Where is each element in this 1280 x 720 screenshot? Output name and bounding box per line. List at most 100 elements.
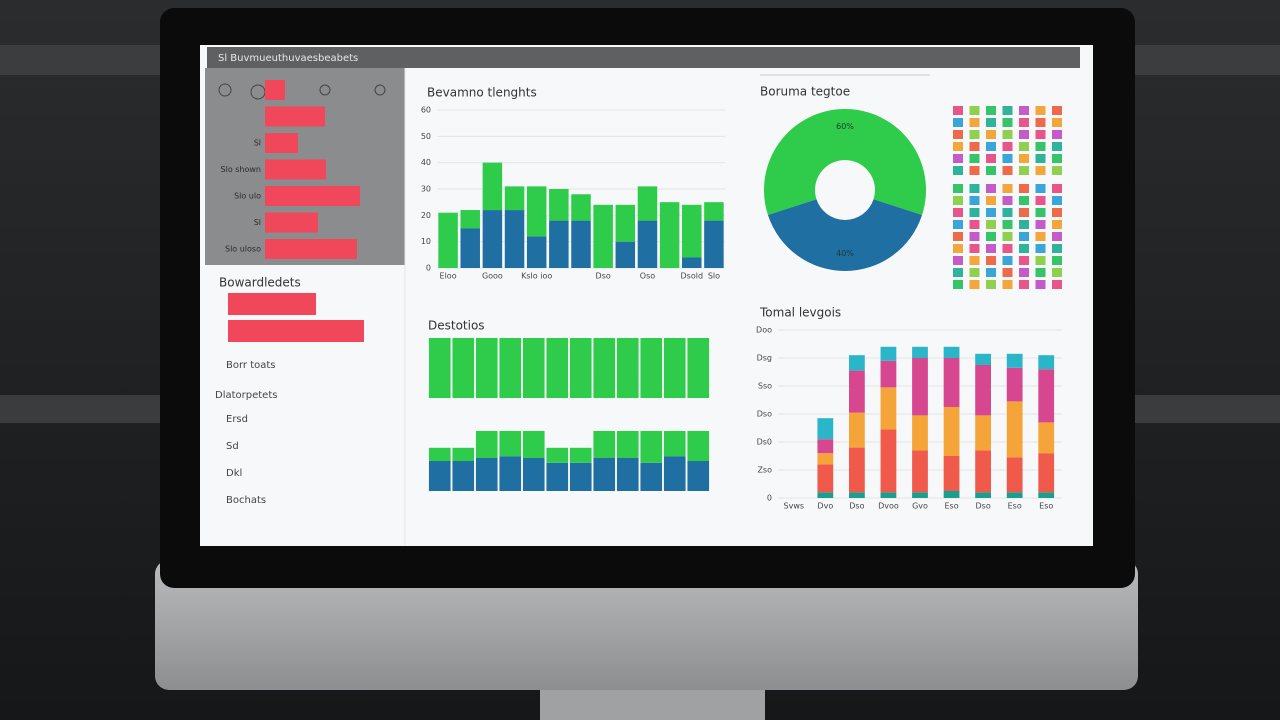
- bar-segment: [526, 186, 547, 237]
- bar-segment: [637, 186, 658, 221]
- x-tick-label: Svws: [784, 502, 805, 511]
- bar-segment: [616, 431, 639, 458]
- slice-label: 60%: [836, 122, 854, 131]
- bar-segment: [943, 491, 960, 498]
- heatmap-cell: [1002, 142, 1013, 151]
- top-bar: [207, 47, 1080, 68]
- bar-label: Slo uloso: [225, 245, 261, 254]
- bar-segment: [880, 492, 897, 498]
- bar-segment: [428, 338, 451, 398]
- app-title: Sl Buvmueuthuvaesbeabets: [218, 53, 358, 64]
- heatmap-cell: [1035, 184, 1046, 193]
- icon: [374, 84, 386, 96]
- heatmap-cell: [1002, 256, 1013, 265]
- sidebar-item: Ersd: [226, 414, 248, 425]
- heatmap-cell: [1035, 118, 1046, 127]
- bar-segment: [452, 447, 475, 461]
- x-tick-label: Slo: [708, 272, 720, 281]
- bar-segment: [849, 355, 865, 371]
- heatmap-cell: [1002, 184, 1013, 193]
- heatmap-cell: [969, 232, 980, 241]
- bar-segment: [499, 338, 522, 398]
- heatmap-cell: [969, 184, 980, 193]
- bar-segment: [616, 458, 639, 491]
- heatmap-cell: [1002, 166, 1013, 175]
- x-tick-label: Oso: [640, 272, 655, 281]
- heatmap-cell: [1052, 280, 1062, 289]
- heatmap-cell: [1002, 106, 1013, 115]
- x-tick-label: Eso: [1008, 502, 1022, 511]
- bar-segment: [428, 447, 451, 461]
- heatmap-cell: [1035, 130, 1046, 139]
- bar: [265, 80, 285, 100]
- x-tick-label: Eso: [1039, 502, 1053, 511]
- heatmap-cell: [969, 196, 980, 205]
- heatmap-cell: [1002, 118, 1013, 127]
- heatmap-cell: [969, 256, 980, 265]
- bar-segment: [1006, 492, 1023, 498]
- heatmap-cell: [986, 166, 996, 175]
- heatmap-cell: [1035, 208, 1046, 217]
- y-tick-label: 0: [426, 264, 431, 273]
- heatmap-cell: [986, 196, 996, 205]
- bar-segment: [549, 189, 569, 221]
- heatmap-cell: [953, 184, 963, 193]
- bar-segment: [615, 241, 636, 268]
- y-tick-label: Dsg: [757, 354, 772, 363]
- heatmap-cell: [1002, 244, 1013, 253]
- bar-segment: [640, 462, 663, 491]
- heatmap-cell: [1002, 130, 1013, 139]
- y-tick-label: Sso: [758, 382, 772, 391]
- heatmap-cell: [1019, 196, 1029, 205]
- heatmap-cell: [953, 166, 963, 175]
- bar-segment: [522, 338, 545, 398]
- bar-segment: [1038, 422, 1055, 454]
- bar-segment: [616, 338, 639, 398]
- bar: [228, 293, 316, 315]
- x-tick-label: Dvoo: [878, 502, 899, 511]
- heatmap-cell: [986, 118, 996, 127]
- heatmap-cell: [953, 244, 963, 253]
- heatmap-cell: [1019, 184, 1029, 193]
- bar-segment: [593, 458, 616, 491]
- heatmap-cell: [1019, 154, 1029, 163]
- bar-segment: [546, 447, 569, 463]
- bar-segment: [1006, 401, 1023, 458]
- bar-segment: [522, 431, 545, 458]
- bar-segment: [943, 358, 960, 407]
- bar: [265, 186, 360, 206]
- heatmap-cell: [1035, 196, 1046, 205]
- chart-title: Destotios: [428, 319, 485, 333]
- heatmap-cell: [1019, 256, 1029, 265]
- bar: [265, 133, 298, 153]
- bar-segment: [682, 257, 702, 268]
- y-tick-label: Dso: [757, 410, 772, 419]
- heatmap-cell: [1002, 208, 1013, 217]
- bar-segment: [428, 461, 451, 491]
- heatmap-cell: [1035, 166, 1046, 175]
- heatmap-cell: [1052, 154, 1062, 163]
- bar-segment: [817, 464, 834, 493]
- x-tick-label: Gvo: [912, 502, 928, 511]
- icon: [218, 83, 232, 97]
- bar-segment: [975, 450, 991, 493]
- heatmap-cell: [1019, 232, 1029, 241]
- heatmap-cell: [1052, 256, 1062, 265]
- bar-segment: [912, 415, 928, 451]
- bar-segment: [849, 447, 865, 493]
- bar-segment: [663, 338, 686, 398]
- heatmap-cell: [1052, 106, 1062, 115]
- heatmap-cell: [953, 268, 963, 277]
- heatmap-cell: [1035, 142, 1046, 151]
- bar: [265, 239, 357, 259]
- heatmap-cell: [986, 232, 996, 241]
- heatmap-cell: [986, 154, 996, 163]
- bar-segment: [817, 418, 834, 440]
- y-tick-label: 10: [421, 237, 431, 246]
- bar-segment: [943, 346, 960, 358]
- bar-segment: [640, 338, 663, 398]
- sidebar-item: Bochats: [226, 495, 266, 506]
- heatmap-cell: [1052, 244, 1062, 253]
